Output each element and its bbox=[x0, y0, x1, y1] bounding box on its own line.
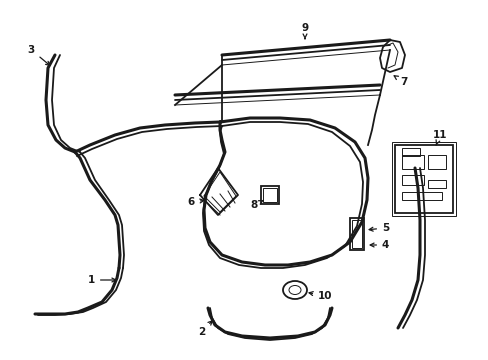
Bar bbox=[401, 175, 423, 185]
Text: 11: 11 bbox=[432, 130, 447, 145]
Bar bbox=[261, 186, 279, 204]
Bar bbox=[263, 188, 276, 202]
Bar bbox=[391, 142, 455, 216]
Bar bbox=[351, 220, 361, 248]
Bar bbox=[427, 180, 445, 188]
Text: 10: 10 bbox=[308, 291, 332, 301]
Bar bbox=[349, 218, 363, 250]
Bar bbox=[401, 148, 419, 156]
Text: 8: 8 bbox=[250, 200, 263, 210]
Text: 5: 5 bbox=[368, 223, 388, 233]
Text: 2: 2 bbox=[197, 321, 212, 337]
Bar bbox=[394, 145, 452, 213]
Text: 1: 1 bbox=[87, 275, 116, 285]
Text: 9: 9 bbox=[301, 23, 308, 39]
Bar bbox=[427, 155, 445, 169]
Text: 7: 7 bbox=[393, 76, 407, 87]
Text: 6: 6 bbox=[187, 197, 203, 207]
Text: 4: 4 bbox=[369, 240, 388, 250]
Bar bbox=[401, 192, 441, 200]
Bar bbox=[401, 155, 423, 169]
Text: 3: 3 bbox=[28, 45, 50, 65]
